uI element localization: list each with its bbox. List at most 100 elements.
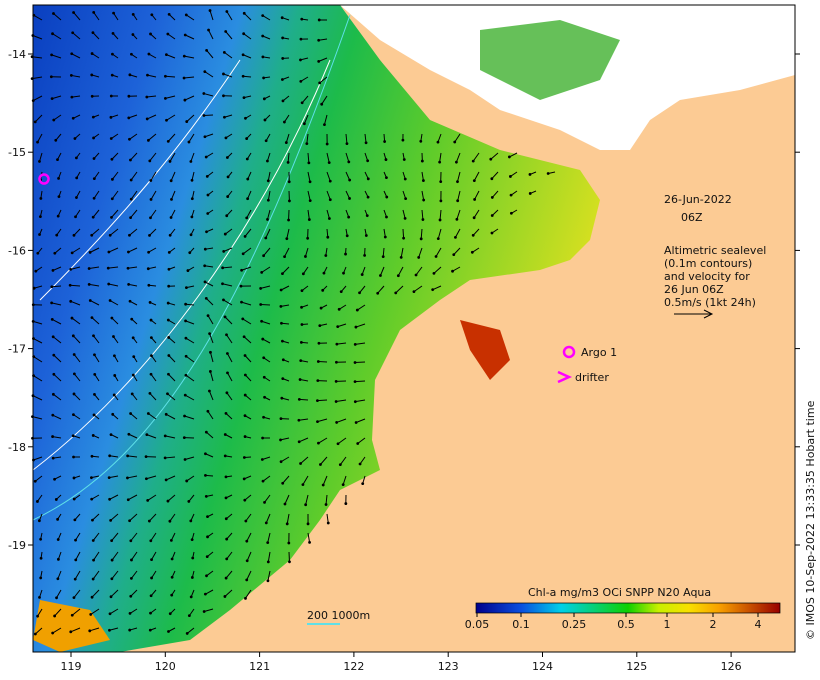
velocity-arrow — [33, 356, 43, 363]
velocity-arrow-head — [92, 10, 96, 14]
velocity-arrow-head — [185, 286, 188, 290]
velocity-arrow-head — [74, 558, 78, 562]
velocity-arrow — [33, 14, 43, 21]
velocity-arrow-head — [167, 336, 171, 339]
ocean — [33, 5, 600, 652]
velocity-arrow-head — [182, 76, 186, 80]
velocity-arrow-head — [208, 332, 212, 336]
velocity-arrow-head — [148, 301, 152, 304]
velocity-arrow — [169, 152, 176, 162]
velocity-arrow-head — [52, 118, 56, 122]
velocity-arrow — [185, 320, 195, 325]
velocity-arrow-head — [71, 334, 75, 338]
velocity-arrow-head — [509, 175, 512, 178]
velocity-arrow-head — [243, 373, 247, 377]
velocity-arrow-head — [146, 73, 149, 77]
velocity-arrow — [128, 114, 138, 119]
velocity-arrow-head — [203, 70, 207, 74]
velocity-arrow — [267, 209, 271, 220]
velocity-arrow-head — [91, 215, 95, 219]
velocity-arrow — [92, 570, 100, 580]
velocity-arrow-head — [206, 212, 210, 215]
velocity-arrow-head — [75, 196, 78, 199]
velocity-arrow — [146, 434, 157, 439]
velocity-arrow-head — [202, 610, 206, 613]
velocity-arrow-head — [317, 341, 321, 345]
velocity-arrow — [318, 57, 328, 62]
velocity-arrow — [52, 627, 62, 634]
velocity-arrow-head — [453, 140, 457, 144]
velocity-arrow — [92, 209, 100, 218]
velocity-arrow-head — [167, 250, 171, 254]
velocity-arrow-head — [385, 215, 388, 219]
velocity-arrow — [364, 133, 367, 143]
velocity-arrow-head — [166, 301, 170, 305]
velocity-arrow — [52, 336, 62, 344]
velocity-arrow — [204, 608, 214, 612]
velocity-arrow-head — [90, 94, 94, 98]
velocity-arrow-head — [355, 308, 359, 312]
velocity-arrow — [437, 133, 442, 143]
velocity-arrow-head — [88, 250, 92, 254]
x-tick-label: 125 — [626, 660, 647, 673]
velocity-arrow-head — [358, 291, 361, 295]
velocity-arrow-head — [72, 11, 75, 14]
velocity-arrow — [267, 570, 271, 581]
velocity-arrow — [355, 418, 366, 423]
velocity-arrow-head — [403, 217, 407, 220]
velocity-arrow-head — [127, 283, 131, 286]
velocity-arrow-head — [129, 178, 133, 182]
argo-legend-label: Argo 1 — [581, 346, 617, 359]
velocity-arrow — [89, 266, 100, 270]
velocity-arrow — [131, 551, 138, 561]
velocity-arrow — [165, 456, 176, 459]
velocity-arrow-head — [38, 160, 41, 163]
velocity-arrow-head — [528, 192, 532, 195]
bathymetry-contour — [32, 14, 351, 521]
velocity-arrow-head — [185, 632, 189, 635]
velocity-arrow-head — [280, 16, 284, 20]
velocity-arrow-head — [202, 114, 206, 117]
argo-float-marker[interactable] — [38, 173, 50, 185]
velocity-arrow-head — [70, 95, 74, 99]
velocity-arrow-head — [183, 98, 187, 102]
velocity-arrow-head — [301, 272, 305, 276]
velocity-arrow — [128, 283, 138, 287]
velocity-arrow-head — [56, 517, 60, 521]
velocity-arrow — [264, 494, 271, 503]
velocity-arrow-head — [299, 37, 303, 41]
velocity-arrow-head — [169, 216, 173, 219]
velocity-arrow-head — [38, 595, 41, 599]
velocity-arrow-head — [164, 412, 168, 416]
velocity-arrow-head — [224, 411, 228, 415]
velocity-arrow-head — [283, 120, 286, 124]
velocity-arrow — [357, 304, 366, 311]
velocity-arrow-head — [240, 300, 243, 304]
velocity-arrow-head — [439, 199, 443, 203]
velocity-arrow — [149, 513, 157, 522]
velocity-arrow-head — [225, 391, 229, 395]
velocity-arrow — [71, 247, 81, 254]
velocity-arrow-head — [263, 118, 267, 122]
velocity-arrow-head — [129, 539, 133, 543]
velocity-arrow — [168, 373, 176, 382]
velocity-arrow-head — [170, 557, 174, 561]
velocity-arrow-head — [149, 32, 152, 36]
velocity-arrow-head — [361, 482, 365, 485]
velocity-arrow-head — [302, 122, 306, 126]
velocity-arrow-head — [243, 498, 247, 502]
velocity-arrow — [109, 627, 119, 631]
altimetry-note-line: 26 Jun 06Z — [664, 283, 724, 296]
velocity-arrow-head — [206, 535, 209, 539]
velocity-arrow-head — [281, 339, 284, 343]
velocity-arrow — [127, 455, 138, 458]
velocity-arrow-head — [318, 324, 322, 328]
velocity-arrow-head — [353, 400, 357, 404]
velocity-arrow-head — [164, 96, 167, 100]
velocity-arrow-head — [147, 283, 151, 287]
velocity-arrow — [244, 355, 252, 363]
velocity-arrow — [285, 133, 290, 143]
velocity-arrow-head — [322, 271, 326, 275]
velocity-arrow-head — [225, 537, 229, 541]
